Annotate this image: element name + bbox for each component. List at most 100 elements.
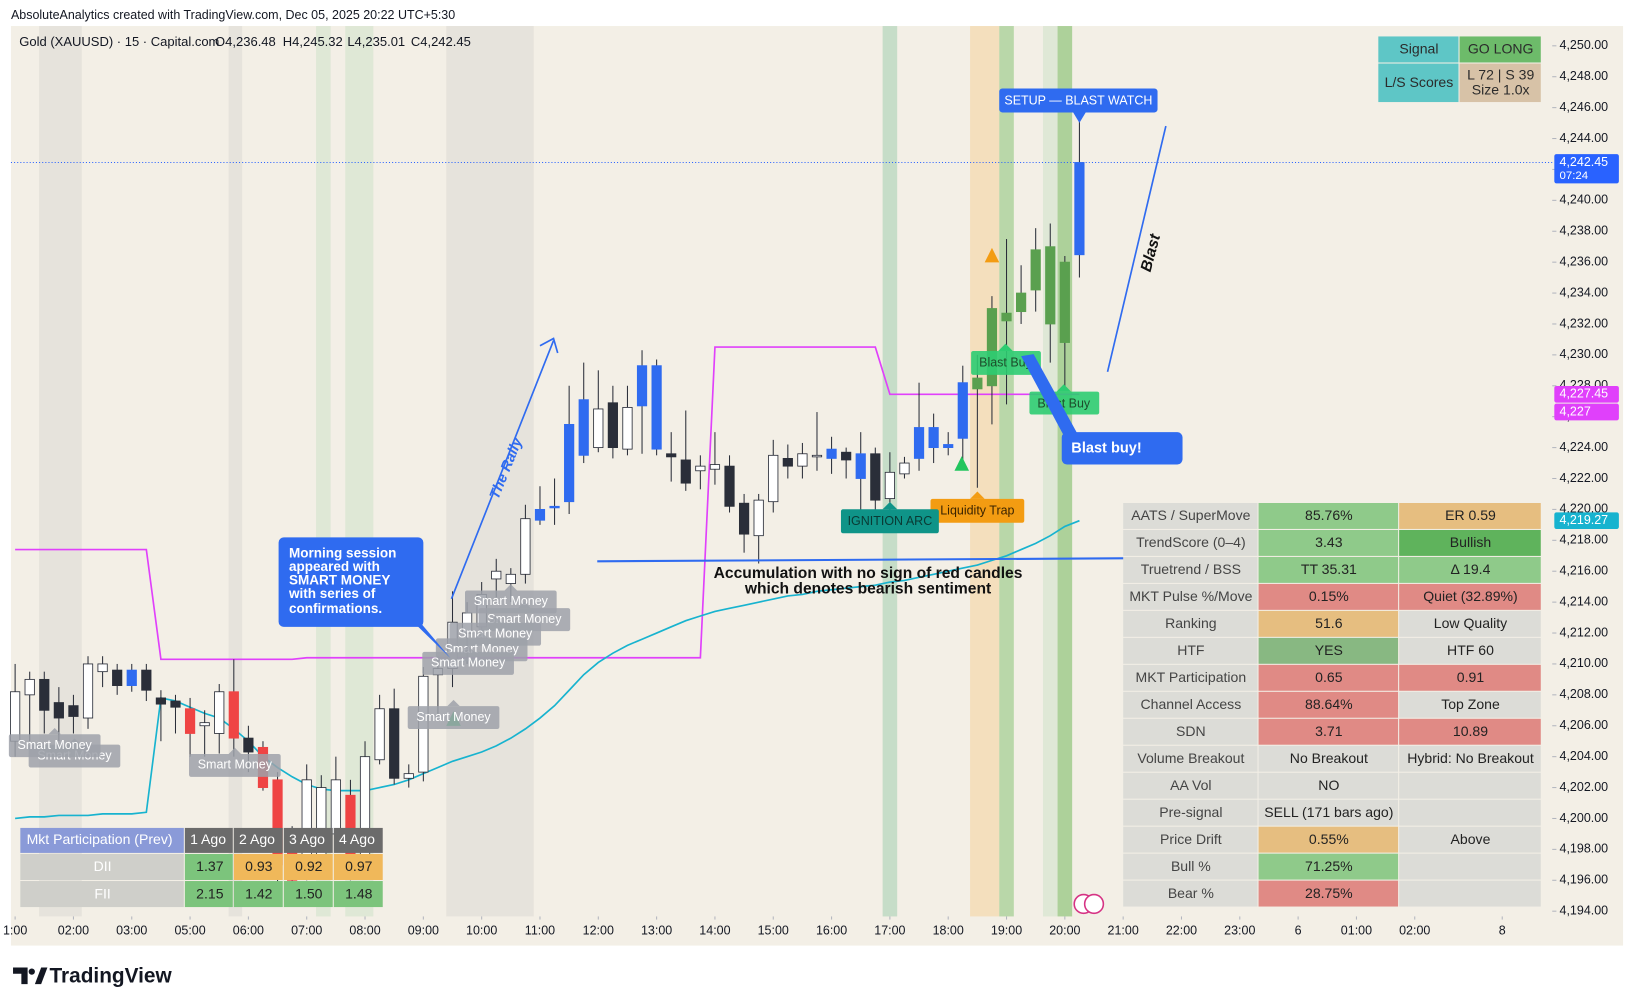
table-text: NO bbox=[1318, 777, 1339, 793]
candle-body bbox=[141, 669, 152, 691]
annotations: Accumulation with no sign of red candles… bbox=[8, 88, 1183, 777]
table-cell bbox=[1123, 880, 1258, 907]
y-tick-label: 4,206.00 bbox=[1560, 718, 1609, 732]
candle-body bbox=[928, 427, 939, 449]
candle-body bbox=[841, 451, 852, 461]
table-text: Quiet (32.89%) bbox=[1423, 588, 1517, 604]
table-text: 88.64% bbox=[1305, 696, 1353, 712]
table-cell bbox=[233, 881, 283, 908]
table-cell bbox=[1123, 637, 1258, 664]
candle-body bbox=[243, 737, 254, 753]
candle-body bbox=[10, 691, 21, 742]
table-cell bbox=[1399, 610, 1541, 637]
table-text: 28.75% bbox=[1305, 885, 1353, 901]
callout-text: Blast buy! bbox=[1071, 441, 1141, 457]
price-badge-time: 07:24 bbox=[1560, 170, 1589, 182]
table-text: Hybrid: No Breakout bbox=[1407, 750, 1534, 766]
y-tick-label: 4,200.00 bbox=[1560, 811, 1609, 825]
table-text: SELL (171 bars ago) bbox=[1264, 804, 1393, 820]
table-text: Price Drift bbox=[1160, 831, 1222, 847]
liquidity-trap-label bbox=[930, 498, 1025, 523]
x-tick-label: 01:00 bbox=[1341, 923, 1372, 937]
table-cell bbox=[1123, 529, 1258, 556]
candle-body bbox=[607, 402, 618, 449]
table-cell bbox=[1123, 503, 1258, 529]
band bbox=[446, 26, 534, 917]
table-text: DII bbox=[94, 858, 112, 874]
credit: AbsoluteAnalytics created with TradingVi… bbox=[11, 8, 455, 22]
table-cell bbox=[184, 881, 233, 908]
table-text: SDN bbox=[1176, 723, 1206, 739]
table-cell bbox=[1258, 880, 1399, 907]
x-tick-label: 8 bbox=[1499, 923, 1506, 937]
table-cell bbox=[1399, 745, 1541, 772]
table-cell bbox=[1399, 718, 1541, 745]
smart-money-label bbox=[407, 706, 500, 729]
rally-arrow bbox=[450, 340, 555, 600]
table-cell bbox=[1258, 637, 1399, 664]
table-text: 51.6 bbox=[1315, 615, 1343, 631]
candle-body bbox=[520, 518, 531, 575]
table-header-text: Mkt Participation (Prev) bbox=[27, 831, 173, 847]
callout-text: SMART MONEY bbox=[289, 573, 390, 588]
arrow-head bbox=[539, 337, 559, 354]
table-header-cell bbox=[333, 827, 383, 853]
table-cell bbox=[1258, 664, 1399, 691]
candle-body bbox=[82, 663, 94, 719]
pointer bbox=[488, 616, 502, 623]
table-text: 0.65 bbox=[1315, 669, 1343, 685]
callout bbox=[278, 537, 424, 627]
callout bbox=[1061, 432, 1183, 465]
table-text: L/S Scores bbox=[1385, 74, 1454, 90]
price-badge bbox=[1554, 403, 1619, 421]
y-tick-label: 4,246.00 bbox=[1560, 100, 1609, 114]
signal-triangle bbox=[984, 247, 1000, 263]
table-header-cell bbox=[20, 827, 184, 853]
table-cell bbox=[1258, 691, 1399, 718]
pointer bbox=[970, 491, 985, 499]
table-cell bbox=[184, 853, 233, 880]
y-tick-label: 4,198.00 bbox=[1560, 842, 1609, 856]
liquidity-trap-text: Liquidity Trap bbox=[940, 504, 1014, 518]
logo-mark bbox=[13, 967, 28, 985]
candle-body bbox=[505, 573, 516, 584]
smart-money-label bbox=[189, 753, 281, 777]
tradingview-logo: TradingView bbox=[13, 964, 173, 987]
x-tick-label: 10:00 bbox=[466, 923, 497, 937]
table-cell bbox=[283, 853, 333, 880]
x-tick-label: 17:00 bbox=[874, 923, 905, 937]
table-text: Bull % bbox=[1171, 858, 1211, 874]
x-tick-label: 06:00 bbox=[233, 923, 264, 937]
candle-body bbox=[870, 453, 881, 501]
table-cell bbox=[1399, 826, 1541, 853]
axes: 4,194.00 4,196.00 4,198.00 4,200.00 4,202.00… bbox=[3, 38, 1619, 937]
candle-body bbox=[636, 365, 648, 407]
band bbox=[316, 26, 331, 917]
y-tick-label: 4,214.00 bbox=[1560, 594, 1609, 608]
event-icon[interactable] bbox=[1083, 893, 1105, 915]
candle-body bbox=[403, 773, 414, 779]
candle-body bbox=[199, 722, 210, 727]
x-tick-label: 05:00 bbox=[174, 923, 205, 937]
price-badge-label: 4,227 bbox=[1560, 404, 1591, 418]
band bbox=[999, 26, 1014, 917]
table-text: TT 35.31 bbox=[1301, 561, 1357, 577]
table-cell bbox=[1399, 772, 1541, 799]
band bbox=[39, 26, 82, 917]
pointer bbox=[998, 343, 1013, 351]
candle-body bbox=[593, 408, 604, 449]
table-cell bbox=[1258, 503, 1399, 529]
table-text: ER 0.59 bbox=[1445, 507, 1496, 523]
band bbox=[228, 26, 243, 917]
candle-body bbox=[491, 570, 502, 580]
table-cell bbox=[333, 853, 383, 880]
table-text: FII bbox=[94, 885, 110, 901]
x-tick-label: 23:00 bbox=[1224, 923, 1255, 937]
table-text: Truetrend / BSS bbox=[1141, 561, 1241, 577]
table-text: Pre-signal bbox=[1159, 804, 1222, 820]
table-cell bbox=[1123, 691, 1258, 718]
table-text: TrendScore (0–4) bbox=[1136, 534, 1246, 550]
table-text: YES bbox=[1315, 642, 1343, 658]
smart-money-text: Smart Money bbox=[198, 758, 273, 772]
price-badge-label: 4,242.45 bbox=[1560, 155, 1609, 169]
